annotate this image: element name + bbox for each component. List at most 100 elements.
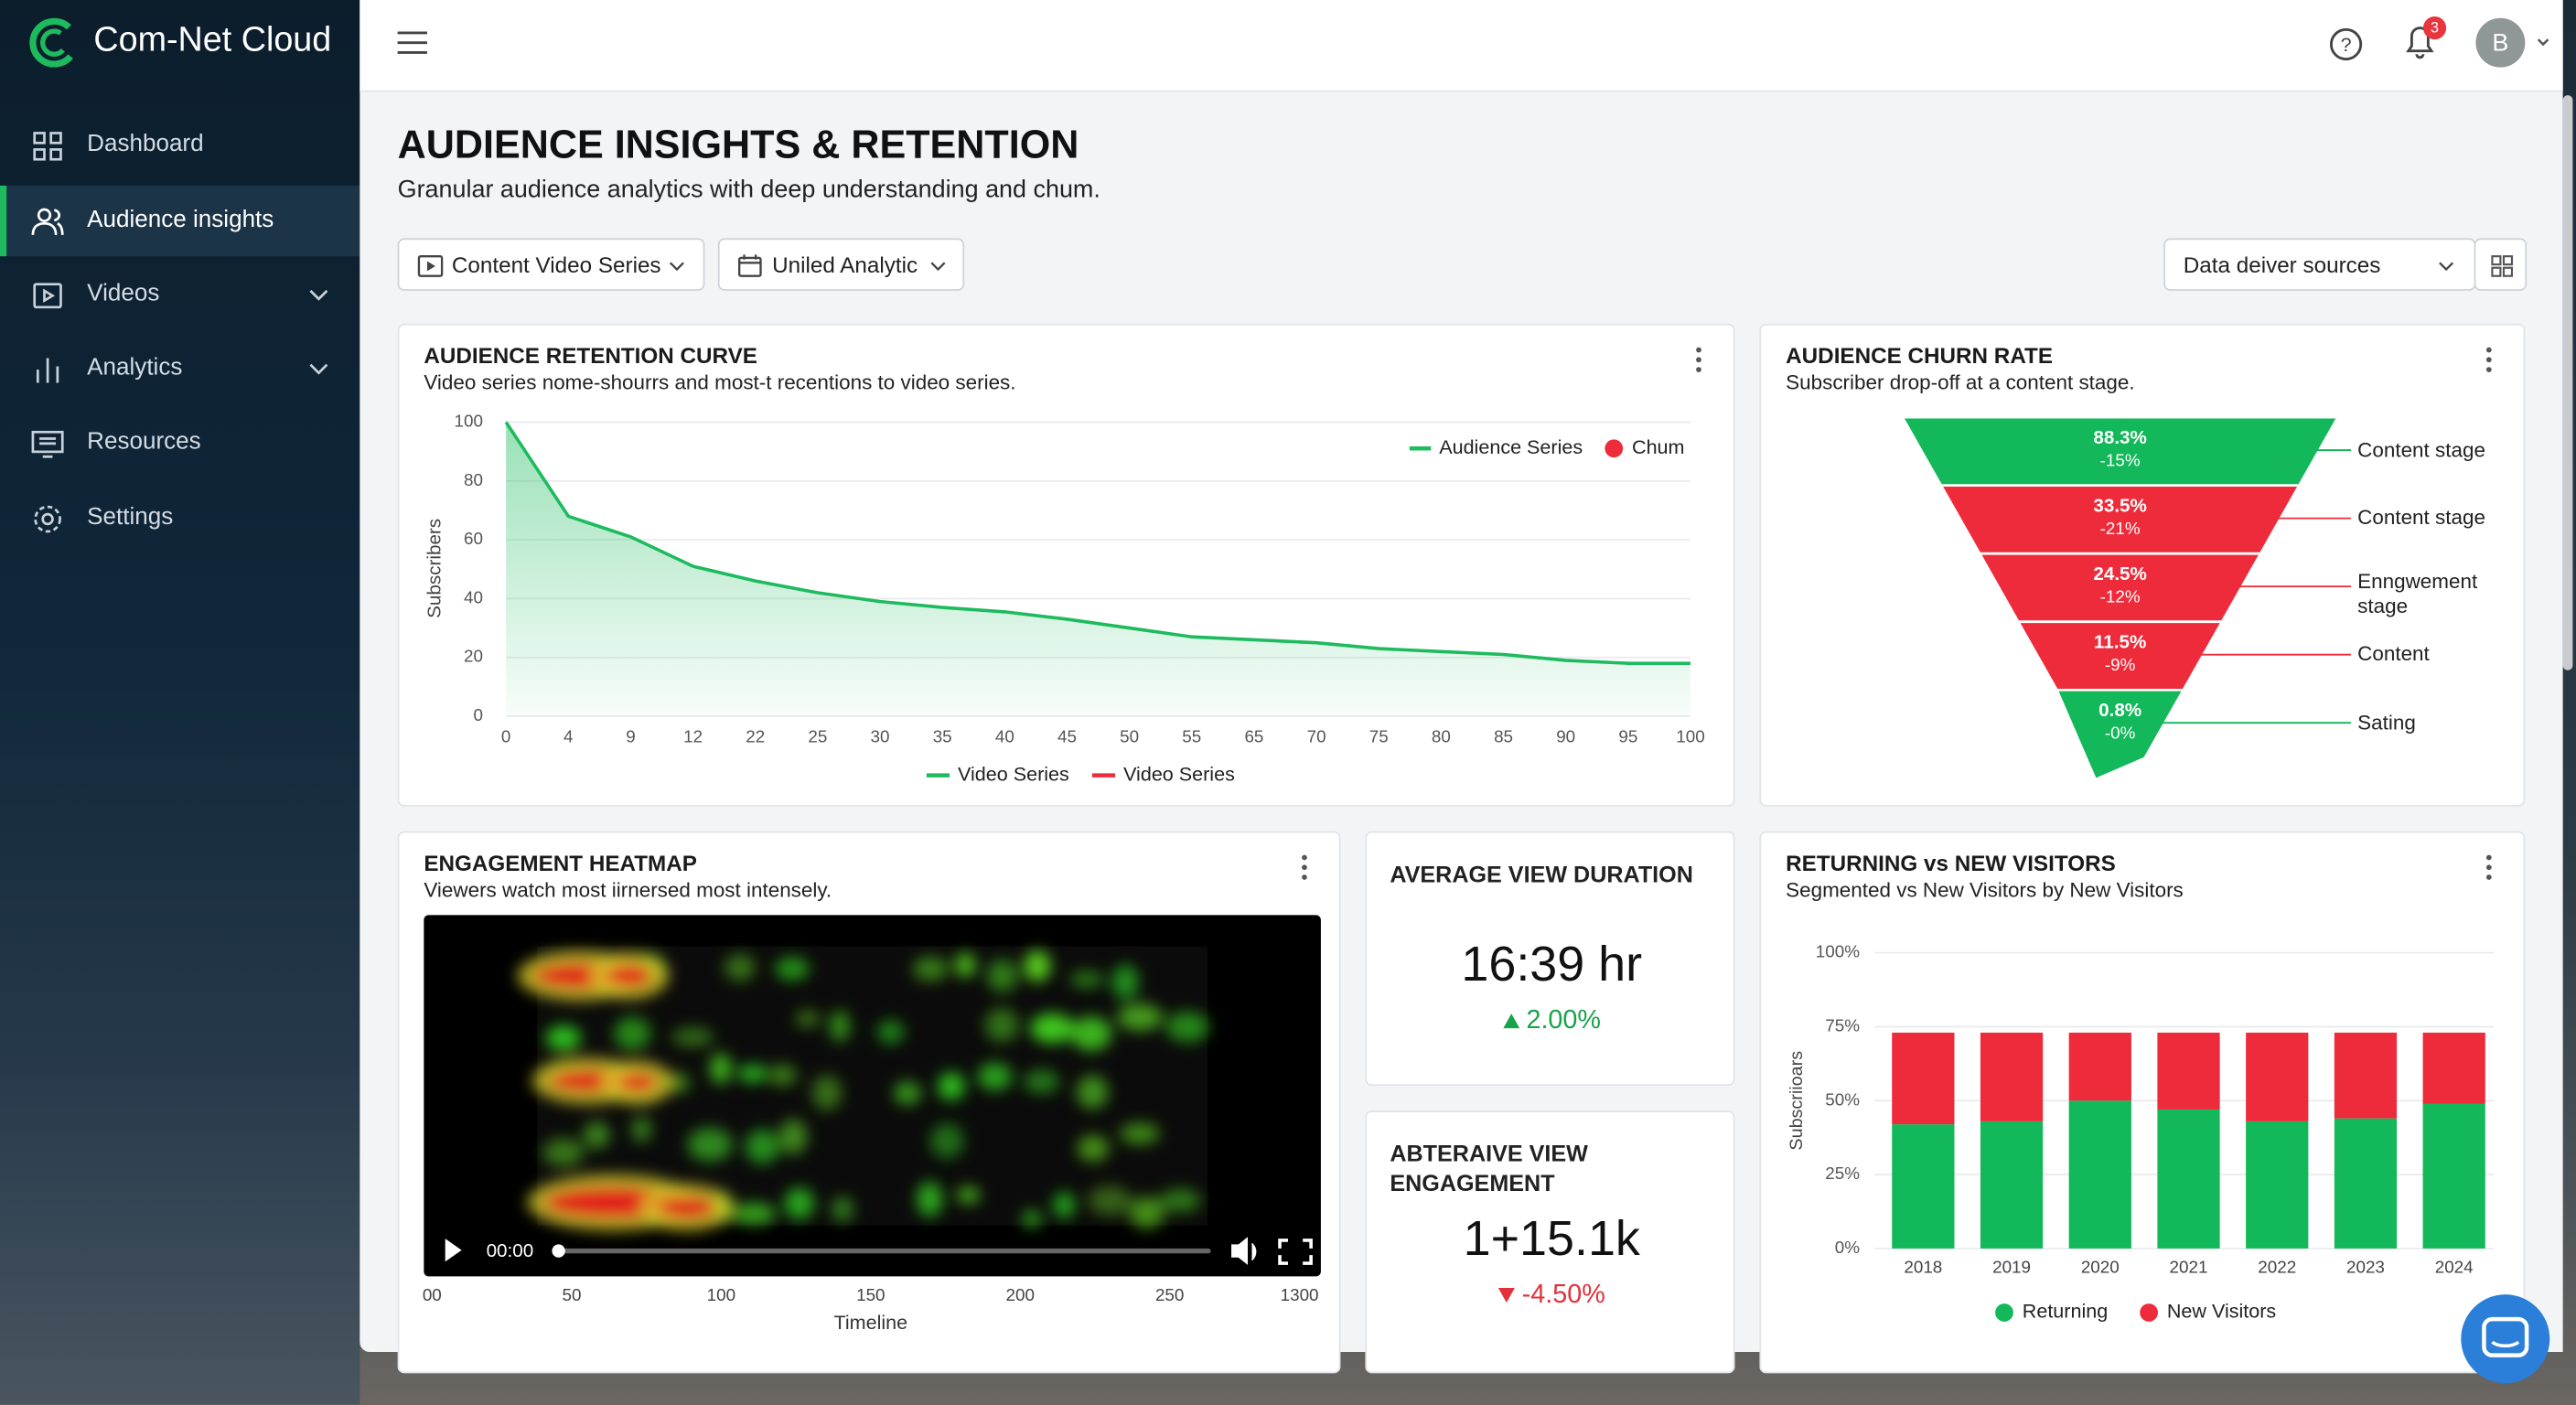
icon	[33, 132, 62, 161]
scrollbar[interactable]	[2562, 95, 2573, 670]
x-tick-label: 200	[1006, 1285, 1035, 1304]
heat-blob	[779, 1119, 808, 1154]
x-tick-label: 40	[995, 726, 1014, 745]
menu-button[interactable]	[396, 28, 429, 58]
heat-blob	[1030, 1013, 1074, 1044]
heat-blob	[1070, 1016, 1111, 1051]
card-title: AUDIENCE RETENTION CURVE	[424, 343, 757, 369]
progress-bar[interactable]	[556, 1248, 1211, 1254]
heat-blob	[795, 1010, 821, 1027]
retention-card: AUDIENCE RETENTION CURVE Video series no…	[397, 323, 1735, 807]
chat-button[interactable]	[2458, 1292, 2553, 1387]
stage-change: -12%	[2100, 587, 2141, 606]
icon	[36, 358, 59, 383]
avatar-initial: B	[2492, 29, 2508, 57]
heat-blob	[1088, 1185, 1132, 1216]
heatmap-card: ENGAGEMENT HEATMAP Viewers watch most ii…	[397, 831, 1341, 1374]
more-menu[interactable]	[2485, 347, 2492, 372]
chevron	[930, 262, 946, 272]
stage-change: -9%	[2105, 655, 2136, 674]
legend-label: Returning	[2023, 1300, 2108, 1323]
legend-label: Video Series	[958, 762, 1069, 785]
icon	[737, 254, 762, 277]
x-tick-label: 22	[746, 726, 765, 745]
more-menu[interactable]	[1302, 854, 1307, 880]
x-tick-label: 0	[501, 726, 510, 745]
y-tick-label: 75%	[1825, 1015, 1860, 1035]
avatar-button[interactable]: B	[2473, 16, 2555, 72]
volume-button[interactable]	[1231, 1237, 1257, 1265]
nav-item[interactable]: Resources	[0, 407, 360, 477]
grid-view-button[interactable]	[2474, 238, 2528, 291]
heat-blob	[912, 956, 949, 981]
nav-item[interactable]: Videos	[0, 260, 360, 330]
area	[506, 422, 1691, 717]
x-tick-label: 45	[1057, 726, 1077, 745]
heat-blob	[929, 1123, 964, 1159]
nav-item[interactable]: Audience insights	[0, 185, 360, 257]
nav-item[interactable]: Analytics	[0, 334, 360, 404]
heat-blob	[613, 1016, 651, 1051]
y-axis-label: Subscriioars	[1787, 1051, 1807, 1151]
heat-blob	[542, 1138, 585, 1167]
heat-blob	[830, 1010, 850, 1042]
retention-chart: 0 20 40 60 80 100 0 4 9 12 22 25 30 35 40 45 50 55 65 70 75 8…	[424, 347, 1705, 785]
heat-blob	[811, 1075, 843, 1110]
heat-blob	[710, 1053, 732, 1085]
dot	[1696, 347, 1701, 353]
y-tick-label: 60	[464, 529, 483, 548]
card-title: ENGAGEMENT HEATMAP	[424, 851, 697, 876]
card-subtitle: Video series nome-shourrs and most-t rec…	[424, 370, 1016, 395]
icon	[31, 430, 64, 458]
heat-blob	[938, 1072, 965, 1100]
bar	[1892, 1032, 1955, 1125]
kpi-change-value: -4.50%	[1521, 1281, 1605, 1310]
trend-arrow	[1502, 1007, 1519, 1035]
bar	[1980, 1121, 2044, 1249]
x-tick-label: 80	[1432, 726, 1451, 745]
kpi-title: AVERAGE VIEW DURATION	[1390, 861, 1693, 887]
legend-label: Audience Series	[1439, 435, 1583, 458]
nav-item[interactable]: Settings	[0, 483, 360, 553]
x-tick-label: 65	[1244, 726, 1263, 745]
page-subtitle: Granular audience analytics with deep un…	[397, 176, 1100, 204]
bar	[2157, 1032, 2220, 1110]
heat-blob	[831, 1196, 854, 1222]
y-axis-label: Subscribers	[424, 519, 445, 618]
heat-blob	[1076, 1075, 1109, 1110]
x-tick-label: 2020	[2081, 1257, 2120, 1276]
stage-value: 24.5%	[2093, 563, 2147, 585]
nav-item[interactable]: Dashboard	[0, 110, 360, 180]
heat-blob	[977, 1062, 1013, 1091]
chevron	[2439, 262, 2454, 272]
icon	[31, 208, 64, 235]
play-button[interactable]	[445, 1239, 462, 1262]
heat-blob	[894, 1081, 921, 1105]
filter-dropdown[interactable]: Uniled Analytic	[717, 238, 965, 291]
fullscreen-button[interactable]	[1278, 1239, 1313, 1265]
heatmap-video: 00:00 00 50 100 150 200 250 1300 Timeline	[423, 854, 1321, 1334]
dot	[1302, 864, 1307, 871]
x-tick-label: 75	[1369, 726, 1389, 745]
bar	[2068, 1100, 2131, 1249]
more-menu[interactable]	[1696, 347, 1701, 372]
stage-label: Content stage	[2357, 437, 2485, 461]
nav-label: Settings	[87, 504, 174, 531]
notification-button[interactable]: 3	[2400, 13, 2453, 65]
source-dropdown[interactable]: Data deiver sources	[2163, 238, 2476, 291]
x-tick-label: 50	[1120, 726, 1139, 745]
top-bar: ? 3 B	[360, 0, 2563, 92]
x-tick-label: 95	[1618, 726, 1637, 745]
help-button[interactable]: ?	[2328, 27, 2365, 63]
nav-label: Resources	[87, 428, 201, 456]
more-menu[interactable]	[2485, 854, 2492, 880]
heat-hot	[617, 1072, 658, 1093]
heat-blob	[745, 1129, 780, 1164]
filter-dropdown[interactable]: Content Video Series	[397, 238, 705, 291]
dot	[1696, 367, 1701, 372]
stage-value: 33.5%	[2093, 495, 2147, 516]
video-time: 00:00	[487, 1240, 534, 1261]
legend-swatch	[1605, 439, 1624, 458]
line	[504, 421, 1691, 665]
